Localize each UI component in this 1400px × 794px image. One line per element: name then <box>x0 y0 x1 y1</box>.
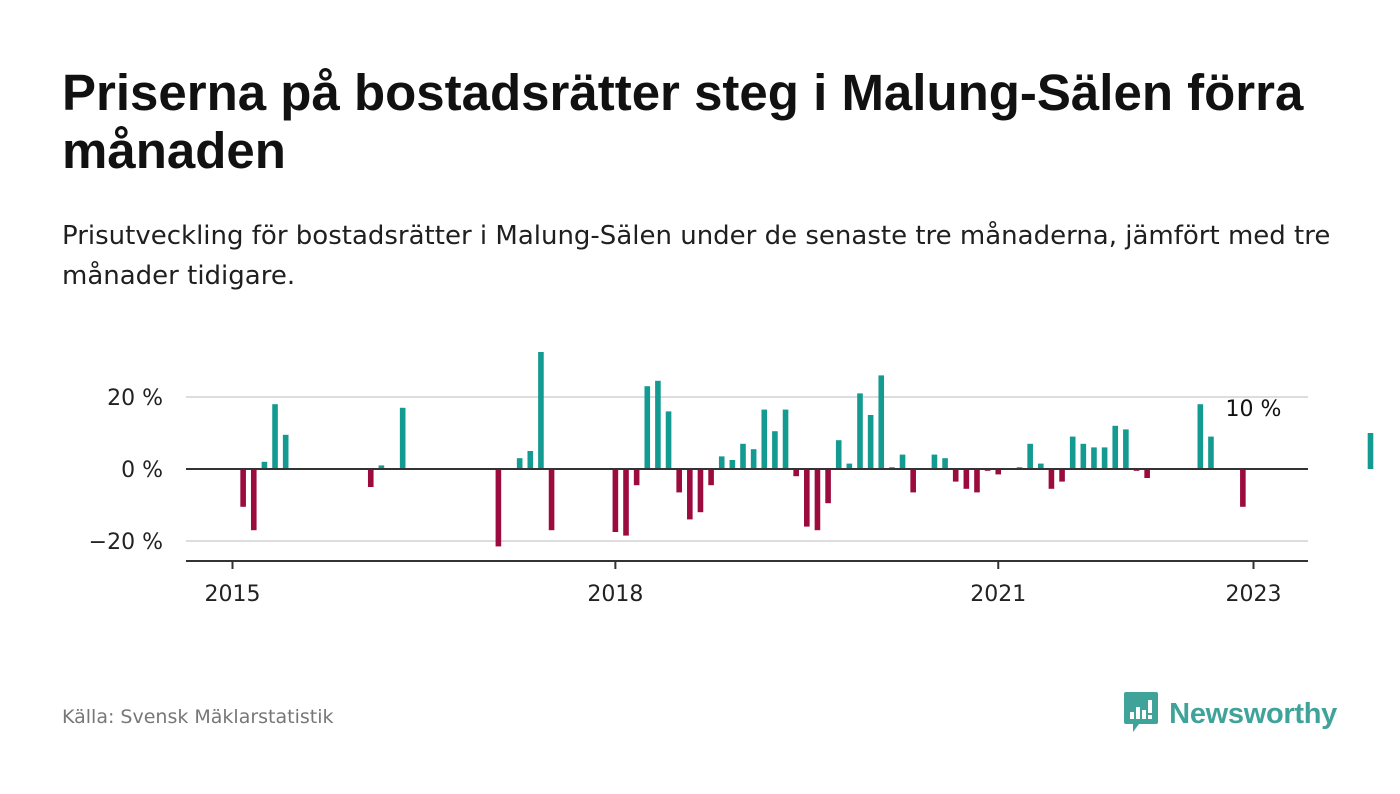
x-tick-label: 2018 <box>587 582 643 607</box>
x-tick-label: 2023 <box>1226 582 1282 607</box>
bar <box>367 469 374 487</box>
bar <box>942 458 948 469</box>
bar <box>974 469 980 493</box>
bar <box>825 469 831 504</box>
bar <box>931 454 938 469</box>
bar <box>612 469 619 532</box>
bar <box>548 469 555 531</box>
bar <box>399 407 406 469</box>
latest-value-label: 10 % <box>1226 397 1282 422</box>
bar <box>1080 443 1087 469</box>
y-tick-label: −20 % <box>89 530 163 555</box>
bar <box>687 469 693 520</box>
bar <box>857 393 863 469</box>
bar <box>952 469 959 482</box>
bars <box>240 352 1374 547</box>
bar <box>1037 463 1044 469</box>
bar <box>878 375 885 469</box>
bar <box>527 451 534 469</box>
bar <box>1101 447 1108 469</box>
bar <box>963 469 970 489</box>
bar <box>740 443 746 469</box>
bar <box>250 469 257 531</box>
bar <box>1197 404 1204 469</box>
tick-labels: −20 % 0 % 20 % 2015 2018 2021 2023 10 % <box>89 386 1282 607</box>
bar <box>697 469 704 513</box>
chart-subtitle: Prisutveckling för bostadsrätter i Malun… <box>62 221 1331 291</box>
bar <box>1144 469 1150 478</box>
bar <box>272 404 278 469</box>
bar <box>1048 469 1055 489</box>
bar <box>1112 425 1119 469</box>
source-note: Källa: Svensk Mäklarstatistik <box>62 706 334 728</box>
bar <box>1123 429 1129 469</box>
chart-title: Priserna på bostadsrätter steg i Malung-… <box>62 64 1304 179</box>
bar <box>1027 443 1033 469</box>
bar <box>1208 436 1214 469</box>
bar <box>655 380 661 469</box>
newsworthy-logo[interactable]: Newsworthy <box>1123 690 1337 738</box>
bar <box>750 449 757 469</box>
bar <box>846 463 853 469</box>
bar <box>793 469 799 477</box>
bar <box>644 386 651 469</box>
bar <box>1240 469 1246 507</box>
bar <box>899 454 906 469</box>
axes <box>186 468 1308 569</box>
bar <box>516 458 523 469</box>
bar-chart: −20 % 0 % 20 % 2015 2018 2021 2023 10 % <box>89 352 1374 607</box>
bar <box>708 469 714 486</box>
bar <box>261 461 268 469</box>
bar <box>867 415 874 469</box>
y-tick-label: 20 % <box>107 386 163 411</box>
y-tick-label: 0 % <box>121 458 163 483</box>
newsworthy-logo-icon <box>1123 690 1159 738</box>
bar <box>761 409 768 469</box>
gridlines <box>186 396 1308 542</box>
bar <box>495 469 502 547</box>
newsworthy-wordmark: Newsworthy <box>1169 697 1337 730</box>
bar <box>814 469 821 531</box>
x-tick-label: 2021 <box>970 582 1026 607</box>
bar <box>1091 447 1097 469</box>
bar <box>910 469 916 493</box>
bar <box>676 469 682 493</box>
bar <box>804 469 810 527</box>
bar <box>718 456 725 469</box>
bar <box>665 411 672 469</box>
bar <box>538 352 544 469</box>
bar <box>1059 469 1065 482</box>
bar <box>1367 433 1374 469</box>
bar <box>1069 436 1076 469</box>
bar <box>633 469 640 486</box>
bar <box>835 440 842 469</box>
bar <box>282 434 289 469</box>
bar <box>240 469 246 507</box>
bar <box>782 409 789 469</box>
bar <box>378 465 385 469</box>
bar <box>729 460 736 469</box>
bar <box>623 469 629 536</box>
x-tick-label: 2015 <box>205 582 261 607</box>
bar <box>772 431 778 469</box>
bar <box>995 469 1002 475</box>
